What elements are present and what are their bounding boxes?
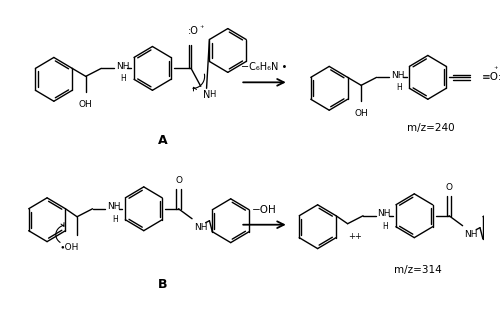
Text: N: N bbox=[202, 90, 210, 100]
Text: −C₆H₆N •: −C₆H₆N • bbox=[242, 62, 288, 72]
Text: NH: NH bbox=[107, 202, 120, 211]
Text: m/z=240: m/z=240 bbox=[407, 123, 455, 133]
Text: NH: NH bbox=[391, 71, 404, 80]
Text: m/z=314: m/z=314 bbox=[394, 264, 442, 275]
Text: NH: NH bbox=[194, 223, 207, 232]
Text: :: : bbox=[498, 72, 500, 82]
Text: O: O bbox=[446, 183, 452, 192]
Text: H: H bbox=[112, 215, 117, 224]
Text: B: B bbox=[158, 278, 168, 291]
Text: O: O bbox=[175, 176, 182, 185]
Text: NH: NH bbox=[378, 209, 391, 218]
Text: H: H bbox=[210, 90, 216, 99]
Text: ∙OH: ∙OH bbox=[60, 243, 79, 252]
Text: H: H bbox=[396, 83, 402, 92]
Text: ≡O: ≡O bbox=[482, 72, 499, 82]
Text: H: H bbox=[120, 74, 126, 83]
Text: OH: OH bbox=[354, 109, 368, 118]
Text: ⁺: ⁺ bbox=[200, 24, 204, 33]
Text: :O: :O bbox=[188, 26, 198, 36]
Text: A: A bbox=[158, 134, 168, 147]
Text: H: H bbox=[382, 222, 388, 231]
Text: NH: NH bbox=[116, 62, 129, 71]
Text: ++: ++ bbox=[348, 232, 362, 241]
Text: ⁺: ⁺ bbox=[494, 65, 498, 74]
Text: −OH: −OH bbox=[252, 205, 277, 215]
Text: OH: OH bbox=[79, 100, 92, 109]
Text: NH: NH bbox=[464, 230, 478, 239]
